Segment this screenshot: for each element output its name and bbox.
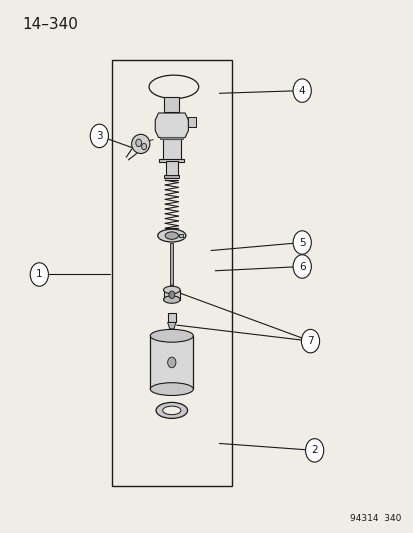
Ellipse shape	[150, 383, 193, 395]
Text: 1: 1	[36, 270, 43, 279]
Circle shape	[292, 231, 311, 254]
Bar	[162, 139, 180, 160]
Bar	[164, 175, 179, 178]
Circle shape	[90, 124, 108, 148]
Bar	[164, 97, 179, 112]
Ellipse shape	[169, 291, 174, 298]
Text: 14–340: 14–340	[23, 17, 78, 32]
Ellipse shape	[156, 402, 187, 418]
Ellipse shape	[141, 143, 146, 150]
Text: 3: 3	[96, 131, 102, 141]
Bar	[163, 290, 180, 300]
Ellipse shape	[162, 406, 180, 415]
Bar	[159, 159, 184, 162]
Ellipse shape	[149, 75, 198, 99]
Ellipse shape	[131, 134, 150, 154]
Bar	[150, 336, 193, 389]
Bar	[160, 137, 183, 139]
Ellipse shape	[157, 229, 185, 242]
Ellipse shape	[150, 329, 193, 342]
Polygon shape	[155, 113, 188, 138]
Ellipse shape	[135, 139, 141, 147]
Circle shape	[292, 255, 311, 278]
Text: 5: 5	[298, 238, 305, 247]
Polygon shape	[170, 285, 173, 292]
Bar	[167, 313, 176, 322]
Circle shape	[305, 439, 323, 462]
Bar	[112, 60, 231, 486]
Bar	[188, 117, 195, 127]
Ellipse shape	[167, 357, 176, 368]
Circle shape	[30, 263, 48, 286]
Text: 94314  340: 94314 340	[349, 514, 401, 523]
Ellipse shape	[165, 232, 178, 239]
Bar	[165, 161, 178, 176]
Text: 2: 2	[311, 446, 317, 455]
Text: 6: 6	[298, 262, 305, 271]
Circle shape	[301, 329, 319, 353]
Ellipse shape	[163, 296, 180, 303]
Circle shape	[292, 79, 311, 102]
Text: 7: 7	[306, 336, 313, 346]
Polygon shape	[167, 322, 176, 329]
Bar	[179, 234, 183, 237]
Ellipse shape	[163, 286, 180, 294]
Bar	[170, 243, 173, 285]
Text: 4: 4	[298, 86, 305, 95]
